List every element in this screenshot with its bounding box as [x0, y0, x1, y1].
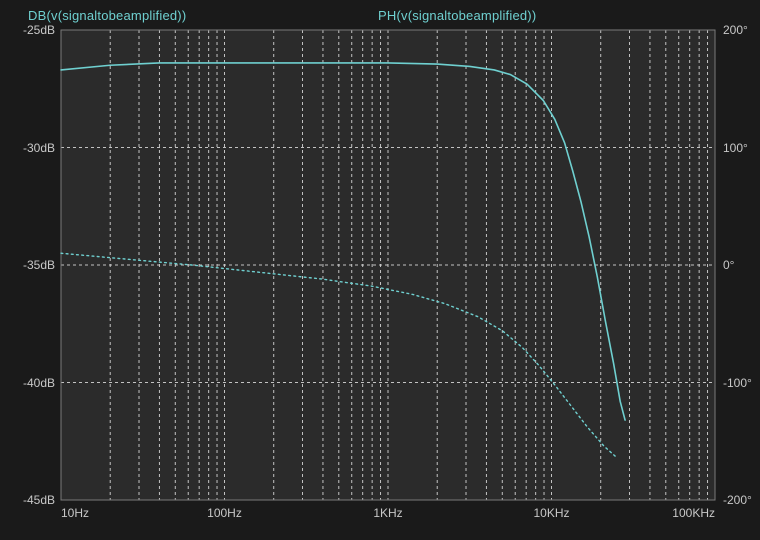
legend-db: DB(v(signaltobeamplified)): [28, 8, 186, 23]
legend-ph: PH(v(signaltobeamplified)): [378, 8, 536, 23]
tick-label: -35dB: [23, 258, 55, 272]
tick-label: -30dB: [23, 141, 55, 155]
chart-canvas: [0, 0, 760, 540]
tick-label: 10Hz: [61, 506, 89, 520]
bode-plot: DB(v(signaltobeamplified)) PH(v(signalto…: [0, 0, 760, 540]
tick-label: 200°: [723, 23, 748, 37]
tick-label: 100Hz: [207, 506, 242, 520]
tick-label: 10KHz: [533, 506, 569, 520]
tick-label: 100°: [723, 141, 748, 155]
tick-label: -40dB: [23, 376, 55, 390]
tick-label: -200°: [723, 493, 752, 507]
tick-label: 100KHz: [672, 506, 715, 520]
tick-label: -25dB: [23, 23, 55, 37]
tick-label: 0°: [723, 258, 734, 272]
tick-label: 1KHz: [373, 506, 402, 520]
tick-label: -45dB: [23, 493, 55, 507]
tick-label: -100°: [723, 376, 752, 390]
